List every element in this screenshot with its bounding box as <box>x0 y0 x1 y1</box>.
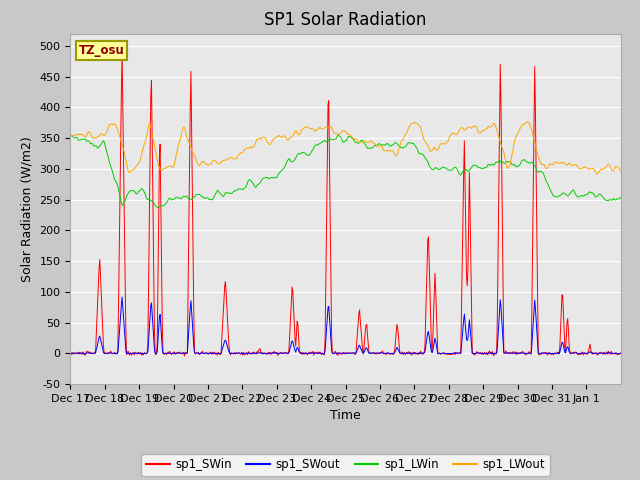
sp1_LWin <box>435 167 442 172</box>
sp1_SWout <box>260 350 268 356</box>
sp1_SWout <box>233 350 241 356</box>
sp1_LWin <box>67 133 74 139</box>
sp1_LWin <box>131 189 139 195</box>
sp1_SWin <box>404 351 412 357</box>
sp1_SWin <box>132 350 140 356</box>
sp1_LWout <box>433 147 441 153</box>
sp1_SWin <box>617 350 625 356</box>
sp1_SWout <box>490 351 498 357</box>
sp1_SWin <box>435 351 442 357</box>
sp1_SWin <box>180 353 188 359</box>
Line: sp1_LWout: sp1_LWout <box>70 122 621 174</box>
sp1_SWin <box>261 350 269 356</box>
X-axis label: Time: Time <box>330 409 361 422</box>
sp1_LWout <box>280 133 288 139</box>
Title: SP1 Solar Radiation: SP1 Solar Radiation <box>264 11 427 29</box>
sp1_LWin <box>334 132 342 138</box>
sp1_SWin <box>118 48 126 54</box>
sp1_SWin <box>282 350 289 356</box>
sp1_LWin <box>260 175 268 180</box>
Line: sp1_SWin: sp1_SWin <box>70 51 621 356</box>
sp1_LWout <box>617 168 625 174</box>
Y-axis label: Solar Radiation (W/m2): Solar Radiation (W/m2) <box>21 136 34 282</box>
sp1_LWout <box>232 156 240 161</box>
sp1_SWin <box>234 350 241 356</box>
sp1_LWin <box>404 141 412 146</box>
sp1_LWout <box>523 119 531 125</box>
sp1_LWin <box>617 194 625 200</box>
sp1_SWout <box>281 350 289 356</box>
sp1_SWout <box>617 350 625 356</box>
sp1_SWout <box>67 350 74 356</box>
sp1_LWout <box>131 165 139 171</box>
sp1_SWout <box>434 350 442 356</box>
sp1_SWin <box>67 349 74 355</box>
sp1_SWout <box>132 350 140 356</box>
sp1_LWin <box>154 204 162 210</box>
Text: TZ_osu: TZ_osu <box>79 44 124 57</box>
sp1_LWin <box>281 164 289 169</box>
sp1_SWout <box>403 350 411 356</box>
sp1_LWout <box>260 134 268 140</box>
sp1_LWin <box>233 187 241 193</box>
Line: sp1_SWout: sp1_SWout <box>70 297 621 354</box>
Line: sp1_LWin: sp1_LWin <box>70 135 621 207</box>
sp1_LWout <box>593 171 601 177</box>
sp1_SWout <box>118 294 126 300</box>
sp1_LWout <box>67 133 74 139</box>
sp1_LWout <box>403 131 410 136</box>
Legend: sp1_SWin, sp1_SWout, sp1_LWin, sp1_LWout: sp1_SWin, sp1_SWout, sp1_LWin, sp1_LWout <box>141 454 550 476</box>
